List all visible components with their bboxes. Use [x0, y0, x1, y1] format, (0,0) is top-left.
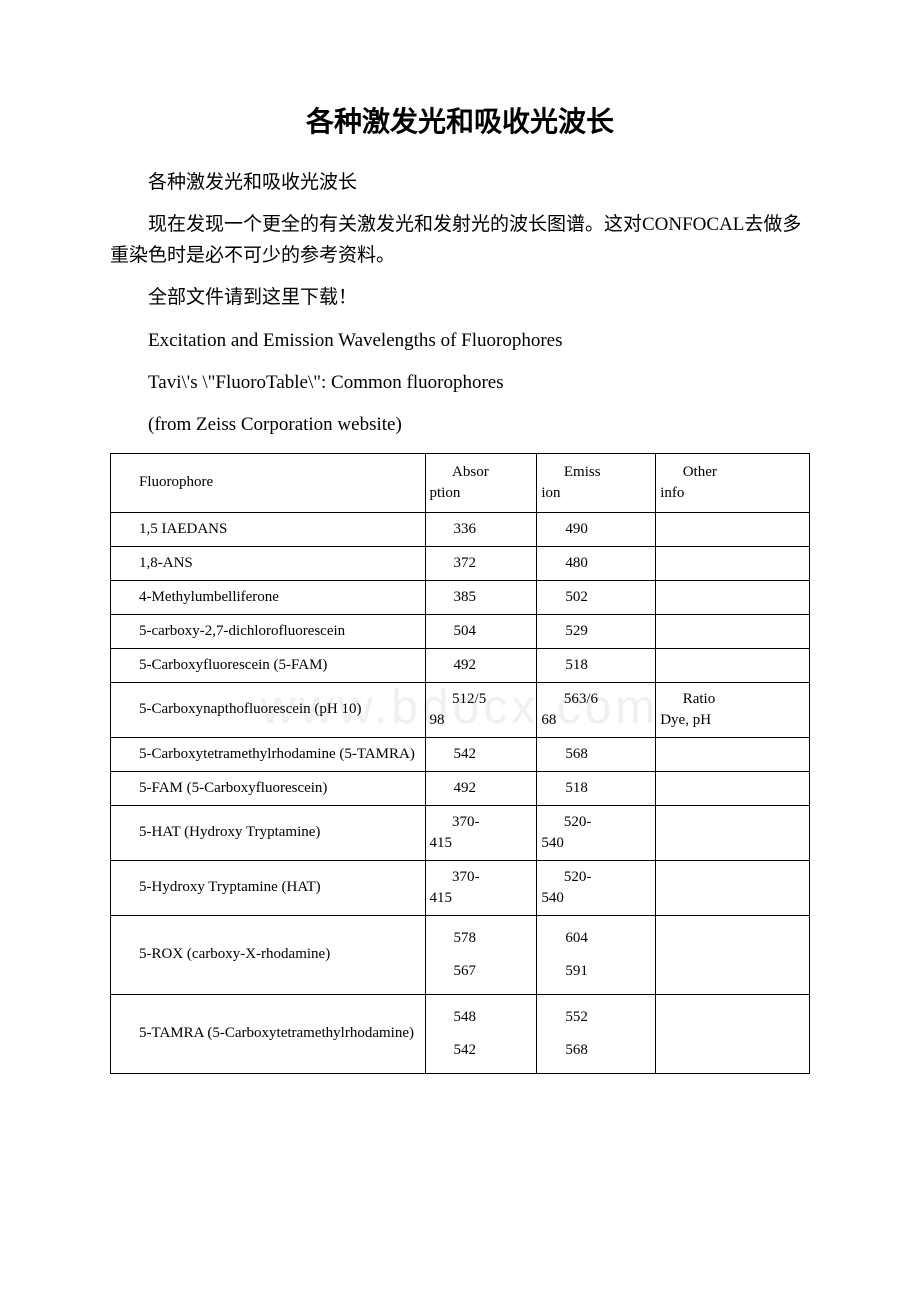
cell-other [656, 512, 810, 546]
cell-absorption: 385 [425, 580, 537, 614]
cell-fluorophore: 5-HAT (Hydroxy Tryptamine) [111, 805, 426, 860]
cell-emission: 552 568 [537, 994, 656, 1073]
cell-fluorophore: 5-TAMRA (5-Carboxytetramethylrhodamine) [111, 994, 426, 1073]
table-row: 5-FAM (5-Carboxyfluorescein)492518 [111, 771, 810, 805]
cell-fluorophore: 1,5 IAEDANS [111, 512, 426, 546]
table-row: 5-ROX (carboxy-X-rhodamine)578 567604 59… [111, 915, 810, 994]
cell-emission: 480 [537, 546, 656, 580]
table-body: Fluorophore Absorption Emission Otherinf… [111, 453, 810, 1073]
paragraph-heading-en: Excitation and Emission Wavelengths of F… [110, 326, 810, 356]
table-row: 1,8-ANS372480 [111, 546, 810, 580]
cell-emission: 568 [537, 737, 656, 771]
table-row: 5-Hydroxy Tryptamine (HAT) 370-415 520-5… [111, 860, 810, 915]
cell-other [656, 737, 810, 771]
cell-other [656, 771, 810, 805]
cell-fluorophore: 5-Carboxyfluorescein (5-FAM) [111, 648, 426, 682]
cell-absorption: 372 [425, 546, 537, 580]
cell-other [656, 614, 810, 648]
cell-fluorophore: 5-Carboxytetramethylrhodamine (5-TAMRA) [111, 737, 426, 771]
table-row: 5-HAT (Hydroxy Tryptamine) 370-415 520-5… [111, 805, 810, 860]
cell-absorption: 370-415 [425, 860, 537, 915]
cell-other [656, 994, 810, 1073]
cell-other [656, 805, 810, 860]
cell-fluorophore: 5-Hydroxy Tryptamine (HAT) [111, 860, 426, 915]
header-absorption: Absorption [425, 453, 537, 512]
table-row: 5-TAMRA (5-Carboxytetramethylrhodamine)5… [111, 994, 810, 1073]
cell-fluorophore: 5-carboxy-2,7-dichlorofluorescein [111, 614, 426, 648]
cell-fluorophore: 5-FAM (5-Carboxyfluorescein) [111, 771, 426, 805]
cell-other [656, 648, 810, 682]
cell-other [656, 580, 810, 614]
cell-other [656, 915, 810, 994]
cell-emission: 518 [537, 771, 656, 805]
cell-other [656, 546, 810, 580]
header-other: Otherinfo [656, 453, 810, 512]
cell-emission: 529 [537, 614, 656, 648]
cell-absorption: 542 [425, 737, 537, 771]
table-row: 1,5 IAEDANS336490 [111, 512, 810, 546]
cell-fluorophore: 5-ROX (carboxy-X-rhodamine) [111, 915, 426, 994]
table-row: 4-Methylumbelliferone385502 [111, 580, 810, 614]
cell-absorption: 370-415 [425, 805, 537, 860]
table-row: 5-Carboxynapthofluorescein (pH 10) 512/5… [111, 682, 810, 737]
cell-other: RatioDye, pH [656, 682, 810, 737]
table-row: 5-Carboxyfluorescein (5-FAM)492518 [111, 648, 810, 682]
cell-fluorophore: 4-Methylumbelliferone [111, 580, 426, 614]
paragraph-description: 现在发现一个更全的有关激发光和发射光的波长图谱。这对CONFOCAL去做多重染色… [110, 210, 810, 271]
cell-emission: 518 [537, 648, 656, 682]
table-row: 5-carboxy-2,7-dichlorofluorescein504529 [111, 614, 810, 648]
cell-absorption: 504 [425, 614, 537, 648]
cell-absorption: 492 [425, 648, 537, 682]
cell-absorption: 578 567 [425, 915, 537, 994]
cell-absorption: 336 [425, 512, 537, 546]
table-header-row: Fluorophore Absorption Emission Otherinf… [111, 453, 810, 512]
cell-emission: 520-540 [537, 805, 656, 860]
cell-emission: 520-540 [537, 860, 656, 915]
cell-other [656, 860, 810, 915]
paragraph-source-2: (from Zeiss Corporation website) [110, 410, 810, 440]
header-emission: Emission [537, 453, 656, 512]
cell-fluorophore: 1,8-ANS [111, 546, 426, 580]
paragraph-subtitle: 各种激发光和吸收光波长 [110, 168, 810, 198]
cell-absorption: 548 542 [425, 994, 537, 1073]
cell-absorption: 512/598 [425, 682, 537, 737]
paragraph-source-1: Tavi\'s \"FluoroTable\": Common fluoroph… [110, 368, 810, 398]
paragraph-download: 全部文件请到这里下载！ [110, 283, 810, 313]
fluorophore-table: Fluorophore Absorption Emission Otherinf… [110, 453, 810, 1074]
cell-absorption: 492 [425, 771, 537, 805]
page-title: 各种激发光和吸收光波长 [110, 100, 810, 140]
cell-fluorophore: 5-Carboxynapthofluorescein (pH 10) [111, 682, 426, 737]
cell-emission: 604 591 [537, 915, 656, 994]
cell-emission: 563/668 [537, 682, 656, 737]
cell-emission: 502 [537, 580, 656, 614]
table-row: 5-Carboxytetramethylrhodamine (5-TAMRA)5… [111, 737, 810, 771]
cell-emission: 490 [537, 512, 656, 546]
header-fluorophore: Fluorophore [111, 453, 426, 512]
